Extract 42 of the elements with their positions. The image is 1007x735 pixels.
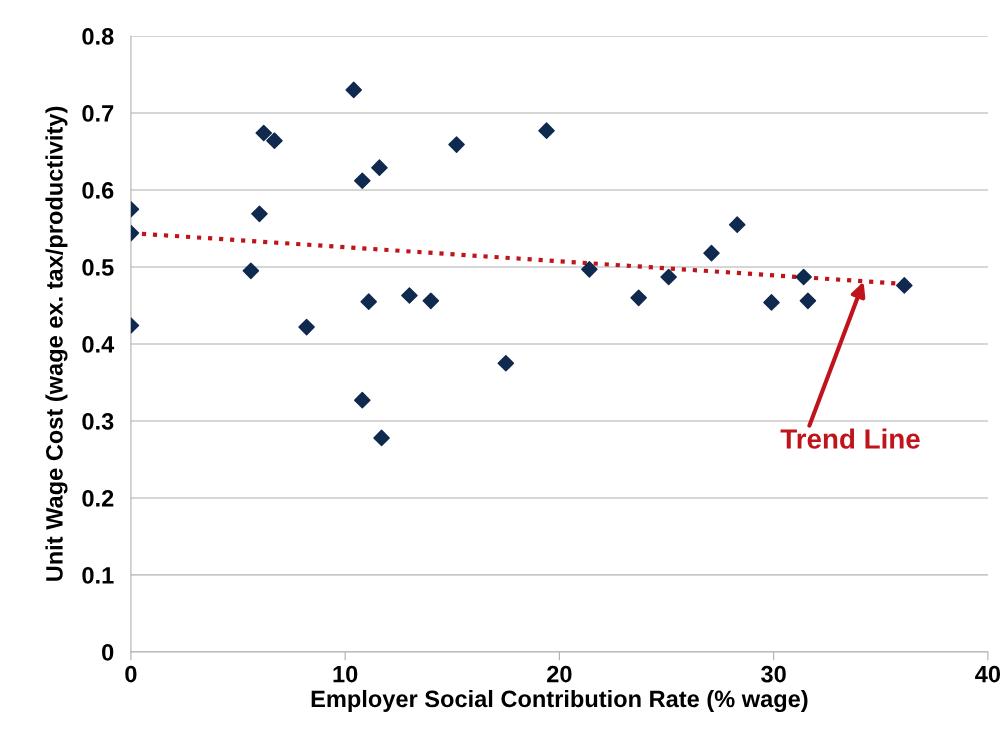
point [353,172,371,190]
point [345,81,363,99]
x-tick-label: 10 [333,665,358,683]
point [448,136,465,153]
y-tick-label: 0 [102,644,114,661]
point [353,391,371,409]
point [795,268,812,286]
point [242,262,260,280]
x-tick-label: 30 [761,665,786,683]
y-tick-label: 0.3 [82,413,114,430]
point [371,159,388,176]
point [373,429,390,447]
y-tick-label: 0.5 [82,259,114,276]
point [360,293,378,310]
y-tick-label: 0.6 [82,182,114,199]
point [298,318,315,336]
point [251,205,268,223]
x-tick-label: 0 [125,665,137,683]
point [401,287,418,304]
point [581,260,598,278]
x-axis-title: Employer Social Contribution Rate (% wage) [311,689,808,713]
y-tick-label: 0.2 [82,490,114,507]
point [728,216,746,233]
point [538,122,555,140]
annotation: Trend Line [780,428,920,449]
point [660,268,677,286]
point [763,294,780,311]
point [896,277,913,294]
y-tick-label: 0.7 [82,105,114,122]
point [266,132,283,150]
y-axis-title: Unit Wage Cost (wage ex. tax/productivity) [45,106,68,581]
y-tick-label: 0.4 [82,336,115,353]
point [630,289,647,307]
y-tick-label: 0.8 [82,28,114,45]
x-tick-label: 20 [547,665,572,683]
point [422,292,440,310]
point [799,292,817,310]
point [497,354,515,372]
x-tick-label: 40 [975,665,1001,683]
point [703,244,720,262]
point [255,124,273,142]
y-tick-label: 0.1 [82,567,114,584]
